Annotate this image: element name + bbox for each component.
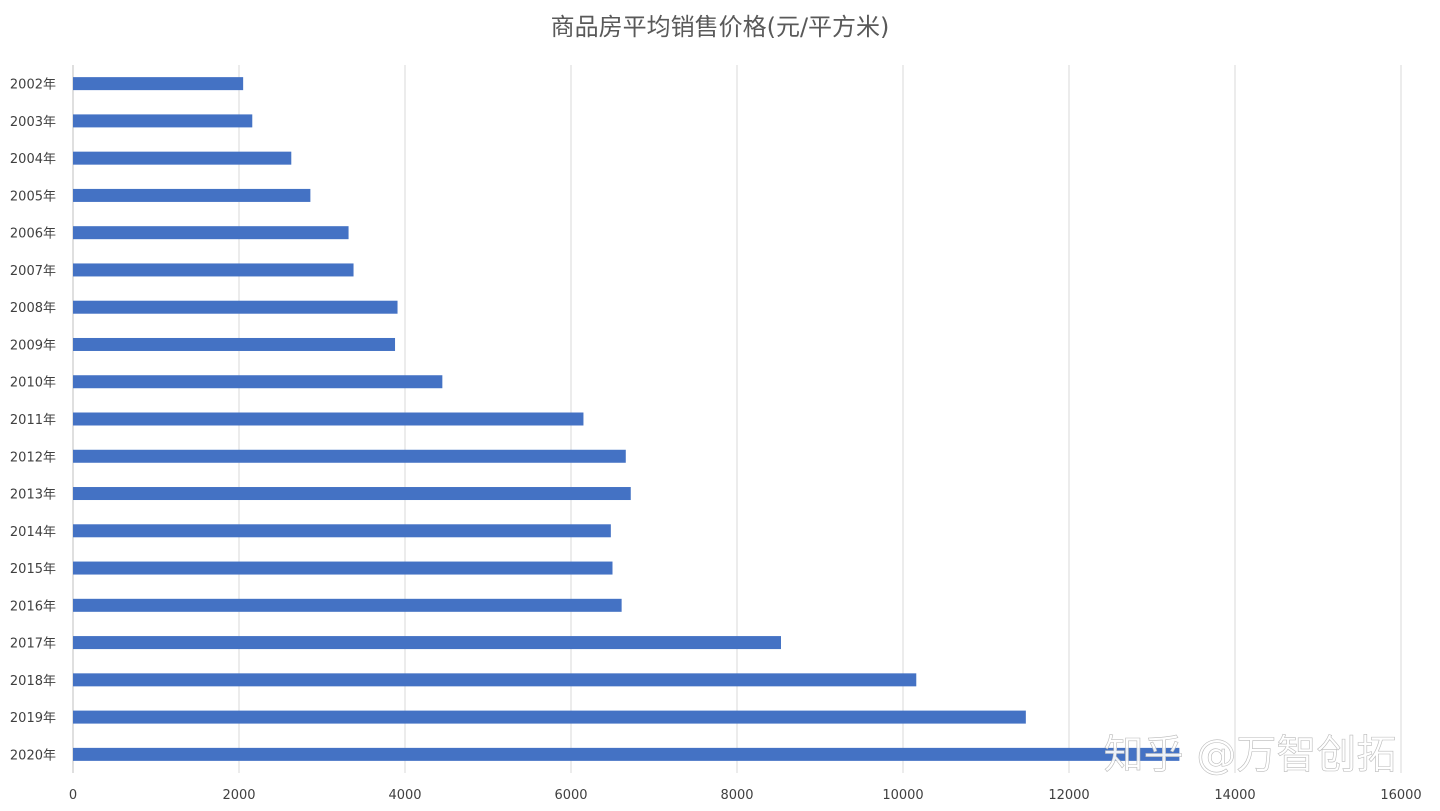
category-label: 2020年 — [10, 748, 56, 763]
bar — [73, 226, 349, 240]
bar — [73, 673, 917, 687]
category-label: 2002年 — [10, 78, 56, 93]
category-label: 2003年 — [10, 115, 56, 130]
x-tick-labels: 0 2000 4000 6000 8000 10000 12000 14000 16000 — [69, 788, 1422, 803]
bar — [73, 636, 781, 650]
x-tick-label: 10000 — [882, 788, 923, 803]
category-label: 2014年 — [10, 525, 56, 540]
x-tick-label: 12000 — [1048, 788, 1089, 803]
grid-lines — [72, 65, 1402, 773]
bar — [73, 263, 354, 277]
x-tick-label: 8000 — [720, 788, 753, 803]
category-label: 2012年 — [10, 450, 56, 465]
bar — [73, 188, 311, 202]
bar — [73, 710, 1026, 724]
category-label: 2010年 — [10, 376, 56, 391]
bar — [73, 561, 613, 575]
x-tick-label: 4000 — [388, 788, 421, 803]
category-label: 2018年 — [10, 674, 56, 689]
watermark-text: 知乎 @万智创拓 — [1104, 732, 1397, 778]
bar — [73, 598, 622, 612]
category-label: 2004年 — [10, 152, 56, 167]
x-tick-label: 16000 — [1380, 788, 1421, 803]
category-label: 2007年 — [10, 264, 56, 279]
category-label: 2015年 — [10, 562, 56, 577]
category-label: 2019年 — [10, 711, 56, 726]
bar — [73, 300, 398, 314]
bar — [73, 375, 443, 389]
x-tick-label: 0 — [69, 788, 77, 803]
bar — [73, 449, 626, 463]
category-label: 2008年 — [10, 301, 56, 316]
category-label: 2016年 — [10, 599, 56, 614]
category-label: 2013年 — [10, 488, 56, 503]
bar — [73, 412, 584, 426]
x-tick-label: 6000 — [554, 788, 587, 803]
category-label: 2011年 — [10, 413, 56, 428]
x-tick-label: 14000 — [1214, 788, 1255, 803]
bar — [73, 487, 631, 501]
category-labels: 2002年 2003年 2004年 2005年 2006年 2007年 2008年 2009年… — [10, 78, 56, 764]
chart-title: 商品房平均销售价格(元/平方米) — [551, 13, 890, 41]
bar — [73, 747, 1180, 761]
bar — [73, 524, 611, 538]
bars — [73, 77, 1180, 761]
bar — [73, 337, 396, 351]
bar — [73, 114, 253, 128]
x-tick-label: 2000 — [222, 788, 255, 803]
category-label: 2009年 — [10, 338, 56, 353]
category-label: 2006年 — [10, 227, 56, 242]
category-label: 2005年 — [10, 189, 56, 204]
category-label: 2017年 — [10, 637, 56, 652]
bar — [73, 77, 244, 91]
bar — [73, 151, 292, 165]
